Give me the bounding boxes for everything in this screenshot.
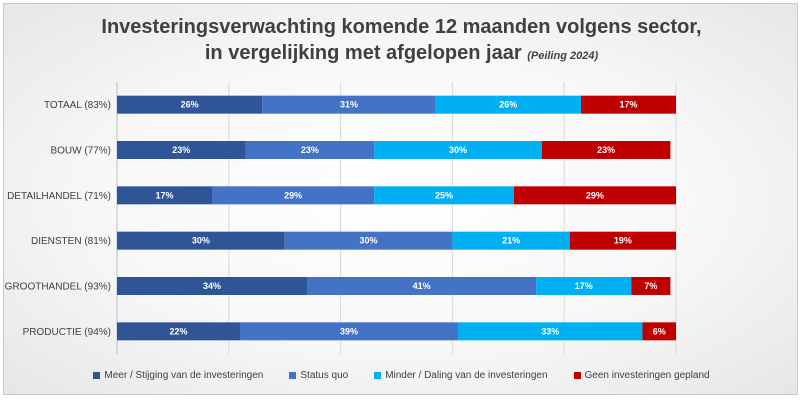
category-label: DIENSTEN (81%) xyxy=(31,236,111,247)
bar-segment xyxy=(569,231,676,250)
data-label: 26% xyxy=(499,100,517,110)
data-label: 22% xyxy=(169,326,187,336)
bar-segment xyxy=(239,322,458,341)
bar-segment xyxy=(541,141,671,159)
bar-segment xyxy=(284,231,453,250)
data-label: 7% xyxy=(644,281,657,291)
bar-segment xyxy=(457,322,643,341)
bar-segment xyxy=(212,186,375,205)
chart-title-line2-text: in vergelijking met afgelopen jaar xyxy=(204,42,522,64)
data-label: 6% xyxy=(653,326,666,336)
bar-segment xyxy=(580,95,676,114)
bar-segment xyxy=(374,141,542,159)
bar-segment xyxy=(117,186,213,205)
bar-segment xyxy=(117,322,240,341)
legend-item: Status quo xyxy=(289,370,348,381)
chart-title-line2: in vergelijking met afgelopen jaar (Peil… xyxy=(0,40,803,69)
bar-segment xyxy=(307,277,537,295)
chart-title: Investeringsverwachting komende 12 maand… xyxy=(0,14,803,69)
data-label: 29% xyxy=(284,190,302,200)
data-label: 30% xyxy=(192,236,210,246)
category-label: GROOTHANDEL (93%) xyxy=(5,282,111,293)
chart-subtitle: (Peiling 2024) xyxy=(527,50,599,62)
bar-segment xyxy=(117,277,308,295)
category-label: PRODUCTIE (94%) xyxy=(23,327,111,338)
bar-segment xyxy=(117,95,263,114)
bar-segment xyxy=(262,95,436,114)
data-label: 23% xyxy=(172,145,190,155)
data-label: 39% xyxy=(340,326,358,336)
data-label: 41% xyxy=(413,281,431,291)
legend-swatch xyxy=(93,372,101,379)
data-label: 33% xyxy=(541,326,559,336)
bar-segment xyxy=(631,277,671,295)
data-label: 31% xyxy=(340,100,358,110)
legend-item: Meer / Stijging van de investeringen xyxy=(93,370,263,381)
data-label: 29% xyxy=(586,190,604,200)
data-label: 25% xyxy=(435,190,453,200)
bar-segment xyxy=(374,186,514,205)
bar-segment xyxy=(452,231,570,250)
data-label: 23% xyxy=(301,145,319,155)
chart-legend: Meer / Stijging van de investeringen Stat… xyxy=(0,370,803,381)
legend-label: Geen investeringen gepland xyxy=(584,370,710,381)
legend-label: Meer / Stijging van de investeringen xyxy=(104,370,264,381)
legend-swatch xyxy=(289,372,297,379)
category-label: TOTAAL (83%) xyxy=(44,100,111,111)
data-label: 17% xyxy=(619,100,637,110)
bar-segment xyxy=(117,141,246,159)
data-label: 17% xyxy=(156,190,174,200)
legend-label: Status quo xyxy=(300,370,349,381)
bar-segment xyxy=(245,141,375,159)
bar-segment xyxy=(513,186,676,205)
legend-swatch xyxy=(573,372,581,379)
bar-segment xyxy=(435,95,581,114)
data-label: 30% xyxy=(360,236,378,246)
legend-item: Minder / Daling van de investeringen xyxy=(374,370,548,381)
data-label: 19% xyxy=(614,236,632,246)
category-label: BOUW (77%) xyxy=(50,146,111,157)
data-label: 30% xyxy=(449,145,467,155)
legend-item: Geen investeringen gepland xyxy=(573,370,710,381)
legend-label: Minder / Daling van de investeringen xyxy=(385,370,548,381)
bar-segment xyxy=(117,231,285,250)
category-label: DETAILHANDEL (71%) xyxy=(7,191,111,202)
bar-segment xyxy=(642,322,676,341)
data-label: 17% xyxy=(575,281,593,291)
data-label: 34% xyxy=(203,281,221,291)
data-label: 23% xyxy=(597,145,615,155)
data-label: 26% xyxy=(181,100,199,110)
chart-title-line1: Investeringsverwachting komende 12 maand… xyxy=(101,16,702,38)
legend-swatch xyxy=(374,372,382,379)
data-label: 21% xyxy=(502,236,520,246)
bar-segment xyxy=(536,277,632,295)
